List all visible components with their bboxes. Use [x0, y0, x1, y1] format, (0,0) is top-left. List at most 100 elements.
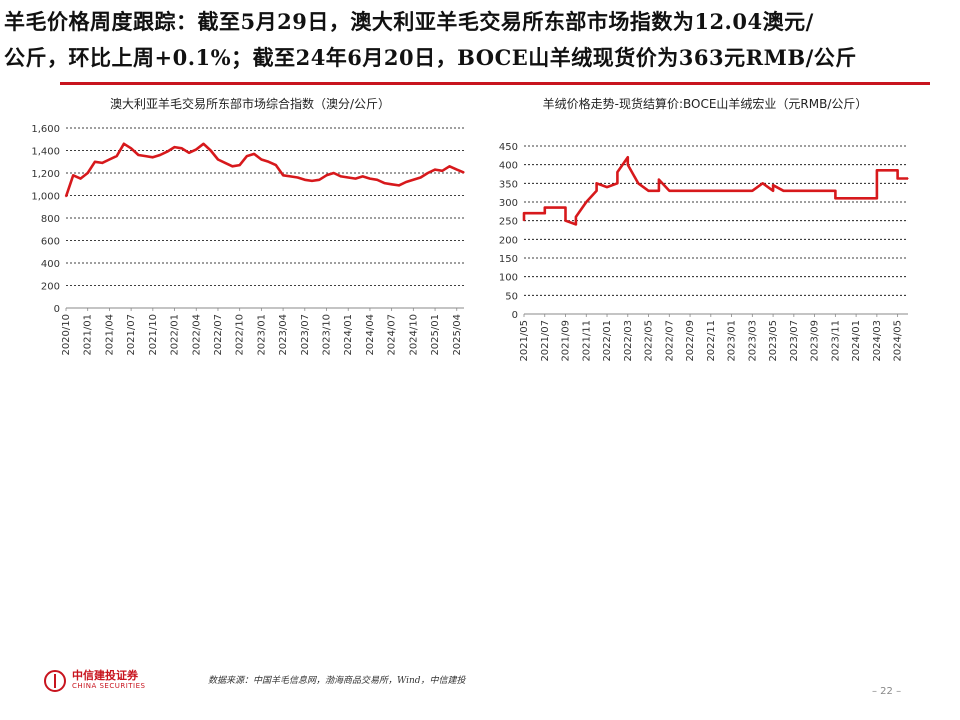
- data-point: [876, 197, 878, 199]
- x-tick-label: 2024/03: [872, 320, 883, 362]
- data-point: [376, 179, 378, 181]
- data-point: [434, 169, 436, 171]
- data-point: [616, 182, 619, 184]
- data-point: [166, 151, 168, 153]
- data-point: [369, 178, 371, 180]
- y-tick-label: 0: [54, 304, 60, 315]
- data-point: [268, 161, 270, 163]
- wool-index-chart: 澳大利亚羊毛交易所东部市场综合指数（澳分/公斤） 0 200 400 600 800 1,…: [10, 92, 480, 392]
- data-point: [564, 207, 567, 209]
- data-point: [824, 190, 826, 192]
- x-tick-label: 2025/01: [430, 314, 441, 356]
- data-point: [668, 190, 670, 192]
- logo-icon: [44, 670, 66, 692]
- data-point: [544, 207, 546, 209]
- wool-index-plot: 0 200 400 600 800 1,000 1,200 1,400 1,600 2020/10…: [31, 124, 465, 356]
- data-point: [463, 171, 465, 174]
- data-point: [441, 170, 443, 172]
- headline-divider: [60, 82, 930, 85]
- x-tick-label: 2024/01: [851, 320, 862, 362]
- data-point: [658, 190, 660, 192]
- data-point: [730, 190, 733, 192]
- data-point: [325, 174, 328, 176]
- y-tick-label: 100: [499, 273, 518, 284]
- y-tick-label: 1,000: [31, 192, 60, 203]
- y-tick-label: 0: [512, 310, 518, 321]
- data-point: [564, 220, 567, 222]
- x-tick-label: 2022/11: [706, 320, 717, 362]
- data-point: [188, 152, 190, 154]
- x-tick-label: 2023/09: [810, 320, 821, 362]
- data-point: [72, 174, 74, 176]
- data-point: [253, 153, 255, 155]
- logo-name-cn: 中信建投证券: [72, 669, 138, 682]
- data-point: [782, 190, 785, 192]
- data-point: [523, 220, 525, 222]
- x-tick-label: 2021/07: [126, 314, 137, 356]
- data-point: [834, 197, 836, 199]
- y-tick-label: 1,400: [31, 147, 60, 158]
- logo-name-en: CHINA SECURITIES: [72, 682, 146, 690]
- data-point: [606, 186, 608, 188]
- data-point: [354, 178, 357, 180]
- x-tick-label: 2022/05: [644, 320, 655, 362]
- data-point: [181, 147, 183, 149]
- data-source-note: 数据来源：中国羊毛信息网，渤海商品交易所，Wind，中信建投: [208, 676, 466, 686]
- data-point: [596, 190, 598, 192]
- cashmere-price-chart: 羊绒价格走势-现货结算价:BOCE山羊绒宏业（元RMB/公斤） 0 50 100 15…: [480, 92, 950, 392]
- data-point: [855, 197, 857, 199]
- x-tick-label: 2023/01: [727, 320, 738, 362]
- data-point: [427, 172, 429, 174]
- data-point: [575, 223, 577, 225]
- y-tick-label: 50: [505, 291, 518, 302]
- y-tick-label: 300: [499, 198, 518, 209]
- x-tick-label: 2021/10: [148, 314, 159, 356]
- data-point: [554, 207, 556, 209]
- x-tick-label: 2022/01: [602, 320, 613, 362]
- data-point: [289, 175, 291, 177]
- x-tick-label: 2024/05: [893, 320, 904, 362]
- data-point: [533, 212, 535, 214]
- x-tick-label: 2023/07: [300, 314, 311, 356]
- y-tick-label: 450: [499, 142, 518, 153]
- data-point: [627, 164, 629, 166]
- data-point: [448, 165, 451, 167]
- data-point: [637, 182, 639, 184]
- data-point: [210, 149, 212, 152]
- x-tick-label: 2025/04: [452, 314, 463, 356]
- x-tick-label: 2021/04: [104, 314, 115, 356]
- x-tick-label: 2020/10: [61, 314, 72, 356]
- data-point: [296, 176, 299, 179]
- data-point: [275, 164, 277, 166]
- y-tick-label: 200: [499, 235, 518, 246]
- x-tick-label: 2024/07: [387, 314, 398, 356]
- data-point: [311, 180, 313, 182]
- data-point: [834, 190, 836, 192]
- y-tick-label: 250: [499, 217, 518, 228]
- data-point: [803, 190, 805, 192]
- data-point: [419, 176, 422, 179]
- data-point: [202, 143, 205, 145]
- data-point: [79, 178, 82, 180]
- y-tick-label: 400: [41, 259, 60, 270]
- y-tick-label: 200: [41, 282, 60, 293]
- x-tick-label: 2023/11: [830, 320, 841, 362]
- data-point: [658, 179, 660, 181]
- data-point: [405, 181, 407, 183]
- data-point: [897, 169, 899, 171]
- chart-title: 澳大利亚羊毛交易所东部市场综合指数（澳分/公斤）: [109, 97, 391, 111]
- data-point: [173, 146, 176, 148]
- data-point: [108, 158, 111, 161]
- data-point: [391, 183, 393, 185]
- x-tick-label: 2021/01: [83, 314, 94, 356]
- data-point: [596, 182, 598, 184]
- headline-line-1: 羊毛价格周度跟踪：截至5月29日，澳大利亚羊毛交易所东部市场指数为12.04澳元…: [4, 9, 814, 34]
- x-tick-label: 2023/10: [322, 314, 333, 356]
- x-tick-label: 2023/01: [256, 314, 267, 356]
- y-tick-label: 400: [499, 161, 518, 172]
- data-point: [383, 182, 385, 184]
- data-point: [412, 179, 414, 181]
- data-point: [585, 201, 587, 203]
- x-tick-label: 2021/07: [540, 320, 551, 362]
- x-tick-label: 2024/04: [365, 314, 376, 356]
